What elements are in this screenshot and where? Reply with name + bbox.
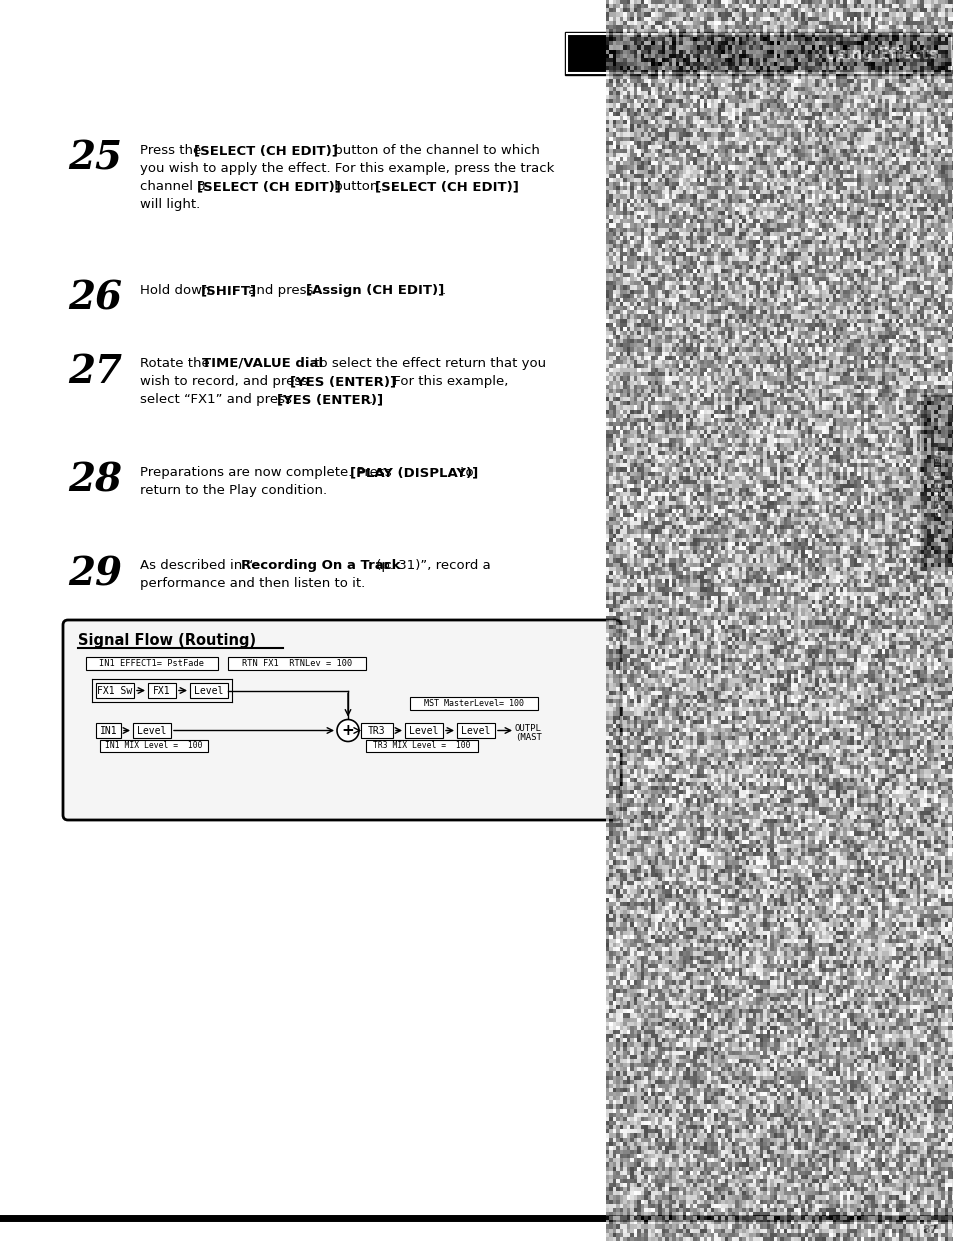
Text: Preparations are now complete. Press: Preparations are now complete. Press — [140, 467, 395, 479]
Circle shape — [336, 720, 358, 742]
Bar — [920, 395, 953, 570]
Text: (p. 31)”, record a: (p. 31)”, record a — [372, 558, 490, 572]
Text: [SHIFT]: [SHIFT] — [201, 284, 257, 297]
FancyBboxPatch shape — [63, 620, 620, 820]
Bar — [96, 683, 133, 697]
Text: channel 3: channel 3 — [140, 180, 210, 194]
Text: IN1 MIX Level =  100: IN1 MIX Level = 100 — [105, 742, 203, 751]
Bar — [564, 32, 953, 74]
Bar — [132, 724, 171, 738]
Text: 25: 25 — [68, 140, 122, 177]
Text: wish to record, and press: wish to record, and press — [140, 375, 312, 388]
Text: RTN FX1  RTNLev = 100: RTN FX1 RTNLev = 100 — [242, 659, 352, 668]
Text: [SELECT (CH EDIT)]: [SELECT (CH EDIT)] — [196, 180, 340, 194]
Text: .: . — [369, 393, 373, 406]
Text: and press: and press — [244, 284, 317, 297]
Text: TR3 MIX Level =  100: TR3 MIX Level = 100 — [373, 742, 470, 751]
Text: to: to — [456, 467, 473, 479]
Text: +: + — [341, 724, 354, 738]
Text: OUTPL: OUTPL — [515, 724, 541, 733]
Bar — [566, 34, 951, 73]
Text: 26: 26 — [68, 280, 122, 318]
Text: As described in “: As described in “ — [140, 558, 253, 572]
Text: .: . — [441, 284, 446, 297]
Text: FX1: FX1 — [153, 685, 171, 695]
Text: Using Effects: Using Effects — [931, 449, 941, 516]
Text: 29: 29 — [68, 555, 122, 593]
Text: (MAST: (MAST — [515, 733, 541, 742]
Text: 27: 27 — [68, 352, 122, 391]
Text: performance and then listen to it.: performance and then listen to it. — [140, 577, 365, 589]
Text: [PLAY (DISPLAY)]: [PLAY (DISPLAY)] — [350, 467, 477, 479]
Bar — [456, 724, 495, 738]
Text: Signal Flow (Routing): Signal Flow (Routing) — [78, 633, 255, 648]
Text: FX1 Sw: FX1 Sw — [97, 685, 132, 695]
Text: 87: 87 — [922, 1225, 937, 1235]
Text: Press the: Press the — [140, 144, 205, 158]
Bar — [86, 656, 218, 670]
Text: TIME/VALUE dial: TIME/VALUE dial — [202, 357, 323, 370]
Text: button of the channel to which: button of the channel to which — [330, 144, 539, 158]
Text: select “FX1” and press: select “FX1” and press — [140, 393, 295, 406]
Text: to select the effect return that you: to select the effect return that you — [310, 357, 545, 370]
Text: IN1 EFFECT1= PstFade: IN1 EFFECT1= PstFade — [99, 659, 204, 668]
Text: . For this example,: . For this example, — [385, 375, 508, 388]
Bar — [366, 740, 477, 752]
Text: button.: button. — [330, 180, 386, 194]
Text: you wish to apply the effect. For this example, press the track: you wish to apply the effect. For this e… — [140, 163, 554, 175]
Text: [SELECT (CH EDIT)]: [SELECT (CH EDIT)] — [375, 180, 518, 194]
Text: IN1: IN1 — [99, 726, 117, 736]
Text: Using Effects: Using Effects — [824, 46, 937, 62]
Text: Level: Level — [461, 726, 490, 736]
Text: Level: Level — [194, 685, 223, 695]
Text: will light.: will light. — [140, 199, 200, 211]
Text: [YES (ENTER)]: [YES (ENTER)] — [290, 375, 395, 388]
Bar — [148, 683, 175, 697]
Bar — [228, 656, 366, 670]
Text: TR3: TR3 — [368, 726, 385, 736]
Text: [Assign (CH EDIT)]: [Assign (CH EDIT)] — [306, 284, 444, 297]
Text: [SELECT (CH EDIT)]: [SELECT (CH EDIT)] — [193, 144, 337, 158]
Bar — [410, 697, 537, 710]
Text: Hold down: Hold down — [140, 284, 214, 297]
Bar — [96, 724, 121, 738]
Text: Level: Level — [409, 726, 438, 736]
Bar — [190, 683, 228, 697]
Text: return to the Play condition.: return to the Play condition. — [140, 484, 327, 496]
Text: Level: Level — [137, 726, 167, 736]
Text: 28: 28 — [68, 462, 122, 500]
Text: MST MasterLevel= 100: MST MasterLevel= 100 — [423, 699, 523, 709]
Bar — [100, 740, 208, 752]
Text: Recording On a Track: Recording On a Track — [241, 558, 400, 572]
Text: [YES (ENTER)]: [YES (ENTER)] — [276, 393, 383, 406]
Bar — [360, 724, 393, 738]
Bar — [405, 724, 442, 738]
Text: Rotate the: Rotate the — [140, 357, 213, 370]
